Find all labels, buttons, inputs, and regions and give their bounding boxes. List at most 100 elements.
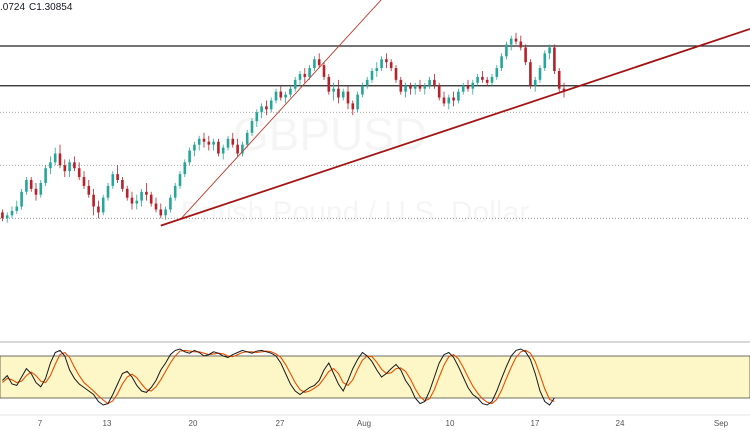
candle-body xyxy=(236,144,239,154)
candle-body xyxy=(452,97,455,101)
candle-body xyxy=(409,85,412,89)
candle-body xyxy=(471,82,475,89)
candle-body xyxy=(92,194,95,207)
candle-body xyxy=(370,71,374,80)
candle-body xyxy=(169,197,172,210)
x-tick-label: 7 xyxy=(38,419,43,428)
candle-body xyxy=(433,79,436,86)
candle-body xyxy=(514,38,518,42)
candle-body xyxy=(250,121,254,133)
x-tick-label: 24 xyxy=(616,419,625,428)
candle-body xyxy=(97,206,100,213)
candle-body xyxy=(289,88,292,95)
candle-body xyxy=(533,79,537,86)
candle-body xyxy=(293,79,297,89)
candle-body xyxy=(159,209,163,216)
candle-body xyxy=(303,73,307,77)
candle-body xyxy=(346,91,350,104)
candle-body xyxy=(53,153,57,163)
candle-body xyxy=(538,68,542,80)
x-tick-label: Sep xyxy=(714,419,729,428)
candle-body xyxy=(553,47,556,72)
candle-body xyxy=(212,141,215,145)
candle-body xyxy=(327,76,331,92)
candle-body xyxy=(361,85,364,95)
horizontal-levels xyxy=(0,45,750,219)
candle-body xyxy=(73,162,76,169)
stoch-d-line xyxy=(2,349,555,405)
candle-body xyxy=(557,71,561,89)
candle-body xyxy=(394,68,398,80)
candle-body xyxy=(188,150,191,163)
watermark-symbol: GBPUSD xyxy=(233,108,427,160)
candle-body xyxy=(495,68,499,77)
trendline-thin[interactable] xyxy=(179,0,750,221)
candle-body xyxy=(485,79,489,83)
candle-body xyxy=(34,188,38,195)
stoch-k-line xyxy=(2,348,555,406)
candle-body xyxy=(101,197,105,213)
candle-body xyxy=(284,94,287,98)
candle-body xyxy=(82,177,86,186)
candle-body xyxy=(164,209,167,216)
candle-body xyxy=(490,76,494,83)
candle-body xyxy=(68,162,71,172)
candle-body xyxy=(135,200,139,204)
candle-body xyxy=(505,44,508,57)
x-tick-label: 13 xyxy=(103,419,112,428)
candle-body xyxy=(279,91,283,98)
candle-body xyxy=(447,97,451,104)
candle-body xyxy=(298,73,302,80)
trendlines[interactable] xyxy=(160,0,750,227)
candle-body xyxy=(476,76,479,83)
candle-body xyxy=(260,106,263,113)
candle-body xyxy=(15,206,19,211)
trendline-thick[interactable] xyxy=(160,28,750,227)
x-tick-label: 20 xyxy=(189,419,198,428)
candle-body xyxy=(317,59,321,66)
candle-body xyxy=(351,103,355,110)
candle-body xyxy=(337,88,340,98)
candle-body xyxy=(29,180,33,189)
candle-body xyxy=(442,97,446,104)
candle-body xyxy=(25,180,28,192)
candle-body xyxy=(385,59,388,63)
candle-body xyxy=(255,112,259,122)
candle-body xyxy=(226,138,230,148)
candle-body xyxy=(87,185,91,195)
candle-body xyxy=(49,162,52,169)
x-tick-label: 27 xyxy=(276,419,285,428)
candle-body xyxy=(332,88,335,92)
candle-body xyxy=(457,91,460,101)
candle-body xyxy=(10,210,14,216)
candle-body xyxy=(149,194,153,204)
x-tick-label: 10 xyxy=(446,419,455,428)
candle-body xyxy=(341,91,345,98)
candle-body xyxy=(58,153,62,166)
candle-body xyxy=(221,147,225,154)
candle-body xyxy=(121,180,124,189)
candle-body xyxy=(265,106,268,110)
candle-body xyxy=(178,174,182,186)
candle-body xyxy=(44,168,47,183)
open-value: .0724 xyxy=(0,2,26,13)
candle-body xyxy=(145,191,148,195)
candle-body xyxy=(380,59,383,69)
candle-body xyxy=(193,144,196,151)
candle-body xyxy=(274,91,278,101)
candle-body xyxy=(423,85,427,89)
candle-body xyxy=(1,212,4,219)
candle-body xyxy=(116,174,119,180)
x-tick-label: Aug xyxy=(357,419,371,428)
candle-body xyxy=(461,85,465,92)
candle-body xyxy=(39,182,43,195)
candle-body xyxy=(524,47,527,63)
candle-body xyxy=(529,62,532,86)
candle-body xyxy=(509,38,513,45)
candle-body xyxy=(365,79,369,86)
candle-body xyxy=(202,138,206,142)
time-axis: 7 13 20 27 Aug 10 17 24 Sep xyxy=(0,414,750,428)
candle-body xyxy=(111,174,115,186)
candle-body xyxy=(20,191,23,207)
